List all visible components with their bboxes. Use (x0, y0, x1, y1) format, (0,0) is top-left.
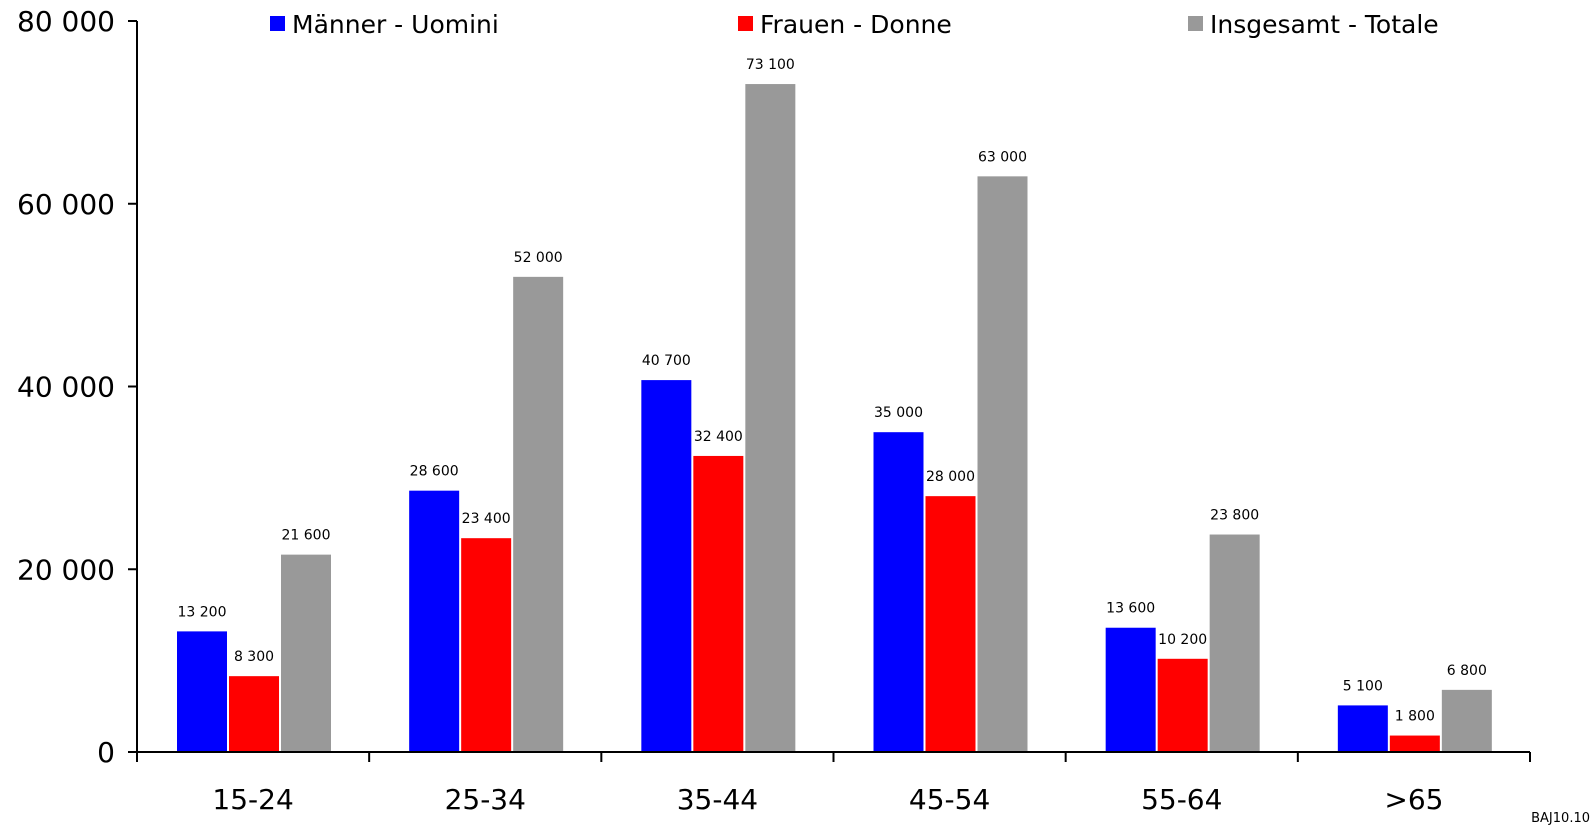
y-tick-label: 80 000 (17, 5, 115, 38)
data-label: 32 400 (694, 429, 743, 445)
legend-label: Frauen - Donne (760, 10, 952, 39)
bar (1157, 658, 1208, 752)
data-label: 8 300 (234, 649, 274, 665)
x-tick-label: 45-54 (909, 783, 990, 816)
bar (513, 276, 564, 752)
data-label: 23 400 (462, 511, 511, 527)
data-label: 6 800 (1447, 663, 1487, 679)
data-label: 1 800 (1395, 709, 1435, 725)
bar (409, 490, 460, 752)
data-label: 40 700 (642, 353, 691, 369)
legend-label: Männer - Uomini (292, 10, 499, 39)
data-label: 13 200 (178, 604, 227, 620)
legend-swatch (738, 16, 753, 31)
data-labels: 13 200 8 300 21 600 28 600 23 400 52 000 40 70… (178, 57, 1487, 725)
bar (229, 676, 279, 752)
y-tick-label: 40 000 (17, 371, 115, 404)
data-label: 52 000 (514, 250, 563, 266)
x-tick-label: >65 (1384, 783, 1443, 816)
bar (177, 631, 227, 752)
bar (977, 176, 1028, 752)
data-label: 35 000 (874, 405, 923, 421)
data-label: 23 800 (1210, 508, 1259, 524)
legend: Männer - Uomini Frauen - Donne Insgesamt -… (270, 10, 1439, 39)
data-label: 5 100 (1343, 678, 1383, 694)
bar (693, 455, 744, 752)
data-label: 63 000 (978, 149, 1027, 165)
legend-label: Insgesamt - Totale (1210, 10, 1439, 39)
bar (745, 84, 796, 752)
bars (177, 84, 1492, 752)
data-label: 28 600 (410, 464, 459, 480)
y-axis: 0 20 000 40 000 60 000 80 000 (17, 5, 138, 769)
data-label: 28 000 (926, 469, 975, 485)
data-label: 73 100 (746, 57, 795, 73)
bar (1441, 689, 1492, 752)
bar (1209, 534, 1260, 752)
bar (1337, 705, 1388, 752)
bar (873, 432, 924, 752)
x-tick-label: 35-44 (677, 783, 758, 816)
y-tick-label: 20 000 (17, 553, 115, 586)
bar (1105, 627, 1156, 752)
y-tick-label: 0 (97, 736, 115, 769)
bar (925, 496, 976, 752)
data-label: 10 200 (1158, 632, 1207, 648)
x-tick-label: 55-64 (1141, 783, 1222, 816)
bar (461, 538, 512, 752)
x-axis: 15-24 25-34 35-44 45-54 55-64 >65 (136, 751, 1531, 816)
x-tick-label: 15-24 (212, 783, 293, 816)
y-tick-label: 60 000 (17, 188, 115, 221)
data-label: 21 600 (282, 528, 331, 544)
footnote: BAJ10.10 (1531, 811, 1590, 826)
x-tick-label: 25-34 (445, 783, 526, 816)
bar (281, 554, 331, 752)
legend-swatch (1188, 16, 1203, 31)
bar (641, 380, 692, 752)
bar (1389, 735, 1440, 752)
legend-swatch (270, 16, 285, 31)
data-label: 13 600 (1106, 601, 1155, 617)
